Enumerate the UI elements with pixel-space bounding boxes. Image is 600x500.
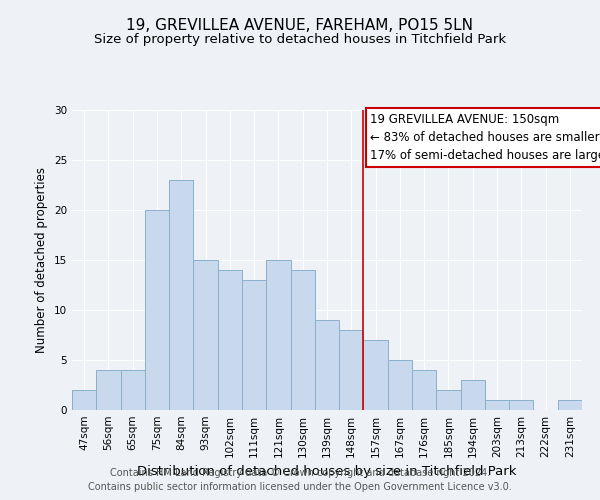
- Bar: [436, 390, 461, 410]
- Bar: [485, 400, 509, 410]
- Bar: [242, 280, 266, 410]
- Bar: [339, 330, 364, 410]
- Bar: [388, 360, 412, 410]
- Bar: [412, 370, 436, 410]
- X-axis label: Distribution of detached houses by size in Titchfield Park: Distribution of detached houses by size …: [137, 466, 517, 478]
- Bar: [145, 210, 169, 410]
- Text: 19, GREVILLEA AVENUE, FAREHAM, PO15 5LN: 19, GREVILLEA AVENUE, FAREHAM, PO15 5LN: [127, 18, 473, 32]
- Bar: [290, 270, 315, 410]
- Bar: [72, 390, 96, 410]
- Bar: [193, 260, 218, 410]
- Bar: [364, 340, 388, 410]
- Text: 19 GREVILLEA AVENUE: 150sqm
← 83% of detached houses are smaller (135)
17% of se: 19 GREVILLEA AVENUE: 150sqm ← 83% of det…: [370, 113, 600, 162]
- Bar: [96, 370, 121, 410]
- Text: Contains HM Land Registry data © Crown copyright and database right 2024.
Contai: Contains HM Land Registry data © Crown c…: [88, 468, 512, 492]
- Bar: [121, 370, 145, 410]
- Bar: [509, 400, 533, 410]
- Bar: [169, 180, 193, 410]
- Bar: [218, 270, 242, 410]
- Bar: [315, 320, 339, 410]
- Y-axis label: Number of detached properties: Number of detached properties: [35, 167, 49, 353]
- Text: Size of property relative to detached houses in Titchfield Park: Size of property relative to detached ho…: [94, 32, 506, 46]
- Bar: [558, 400, 582, 410]
- Bar: [461, 380, 485, 410]
- Bar: [266, 260, 290, 410]
